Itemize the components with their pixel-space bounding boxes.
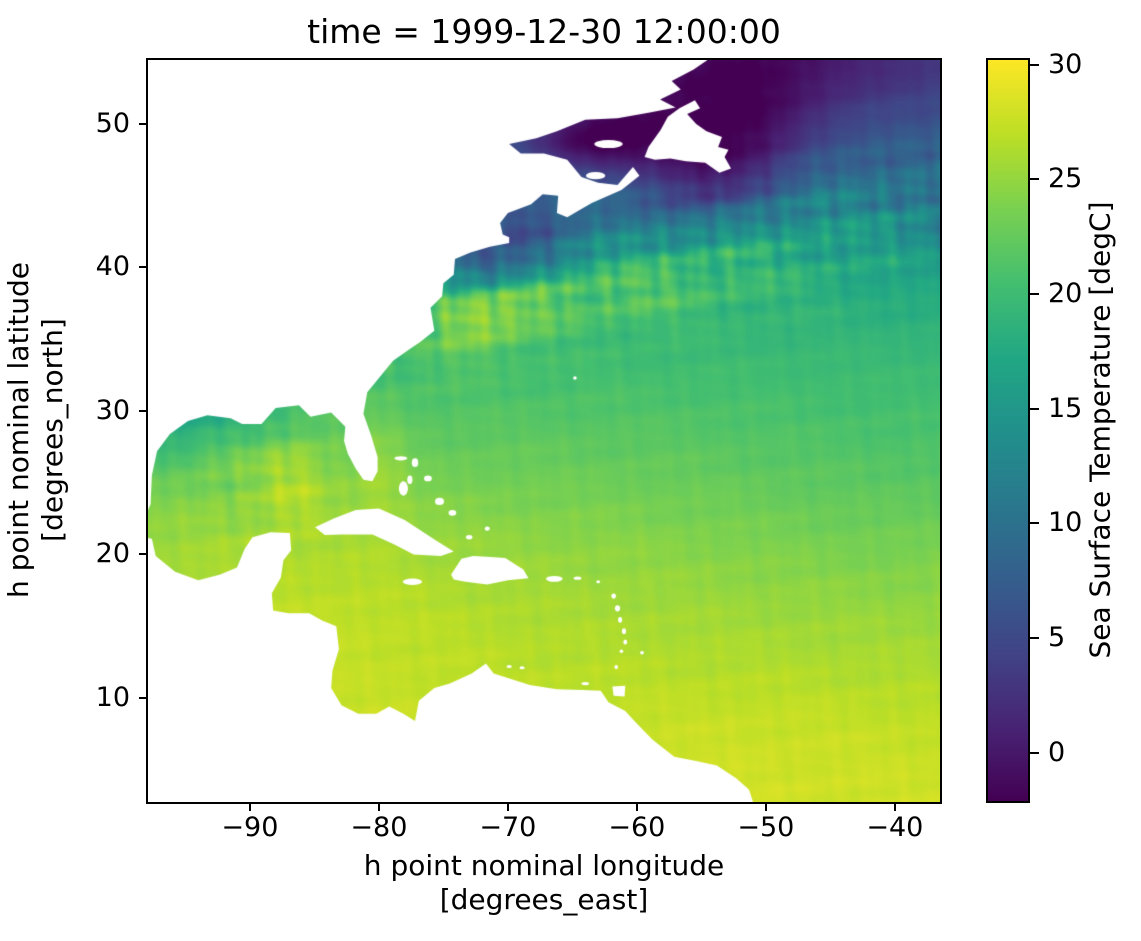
colorbar-tick-mark	[1030, 63, 1039, 66]
colorbar-tick-mark	[1030, 637, 1039, 640]
x-tick-label: −80	[350, 812, 408, 843]
y-tick-mark	[139, 409, 148, 412]
colorbar-tick-label: 10	[1048, 507, 1083, 539]
colorbar-tick-mark	[1030, 178, 1039, 181]
x-axis-label-line1: h point nominal longitude	[363, 849, 725, 882]
x-tick-mark	[764, 802, 767, 811]
colorbar-tick-label: 30	[1048, 48, 1083, 80]
x-axis-label: h point nominal longitude [degrees_east]	[364, 849, 724, 917]
y-tick-label: 10	[95, 681, 130, 713]
x-tick-label: −70	[479, 812, 537, 843]
x-axis-label-line2: [degrees_east]	[439, 883, 649, 916]
colorbar-tick-mark	[1030, 293, 1039, 295]
colorbar-tick-mark	[1030, 407, 1039, 410]
x-tick-mark	[506, 802, 509, 811]
colorbar-tick-label: 15	[1048, 392, 1083, 424]
x-tick-label: −50	[737, 812, 795, 843]
x-tick-label: −90	[221, 812, 279, 843]
x-tick-mark	[248, 802, 251, 811]
colorbar-tick-label: 5	[1048, 622, 1066, 654]
colorbar-tick-label: 0	[1048, 736, 1066, 768]
x-tick-mark	[377, 802, 380, 811]
y-tick-label: 20	[95, 538, 130, 570]
y-tick-mark	[139, 122, 148, 125]
colorbar-tick-label: 25	[1048, 163, 1083, 195]
y-tick-label: 50	[95, 107, 130, 139]
colorbar-tick-mark	[1030, 522, 1039, 525]
y-tick-label: 40	[95, 251, 130, 283]
plot-title: time = 1999-12-30 12:00:00	[307, 12, 781, 51]
y-tick-mark	[139, 696, 148, 699]
colorbar-tick-label: 20	[1048, 278, 1083, 309]
colorbar-label: Sea Surface Temperature [degC]	[1083, 201, 1117, 659]
x-tick-label: −40	[866, 812, 924, 843]
y-tick-mark	[139, 266, 148, 269]
y-tick-label: 30	[95, 394, 130, 426]
y-tick-mark	[139, 553, 148, 556]
x-tick-label: −60	[608, 812, 666, 843]
colorbar-tick-mark	[1030, 751, 1039, 754]
map-axes-frame	[146, 58, 942, 804]
sea-surface-temperature-map	[148, 60, 940, 802]
x-tick-mark	[635, 802, 638, 811]
colorbar-gradient	[988, 60, 1028, 801]
x-tick-mark	[893, 802, 896, 811]
colorbar-frame	[986, 58, 1030, 803]
